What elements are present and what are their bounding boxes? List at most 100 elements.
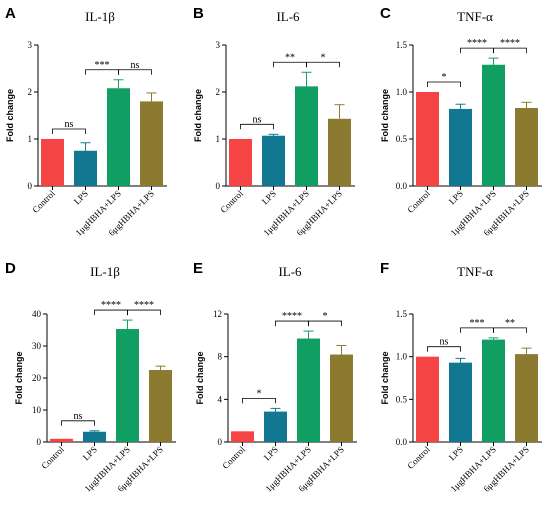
bar (264, 411, 287, 442)
category-label: LPS (447, 188, 465, 206)
bar (149, 370, 172, 442)
category-label: Control (30, 188, 57, 215)
y-tick-label: 20 (32, 373, 42, 383)
significance-bracket (240, 123, 274, 130)
panel-letter: E (193, 260, 203, 277)
category-label: Control (405, 188, 432, 215)
significance-bracket (308, 320, 342, 327)
category-label: Control (39, 444, 66, 471)
y-tick-label: 1.0 (396, 352, 408, 362)
panel-letter: A (5, 5, 16, 22)
y-tick-label: 0 (37, 437, 42, 447)
y-tick-label: 10 (32, 405, 42, 415)
significance-label: ns (440, 337, 449, 348)
y-tick-label: 8 (218, 352, 223, 362)
category-label: LPS (72, 188, 90, 206)
y-tick-label: 0.5 (396, 134, 408, 144)
bar (482, 339, 505, 442)
bar (295, 86, 318, 186)
category-label: Control (218, 188, 245, 215)
significance-bracket (127, 309, 161, 316)
y-tick-label: 3 (216, 40, 221, 50)
significance-label: * (257, 388, 262, 399)
y-tick-label: 40 (32, 309, 42, 319)
panel-letter: B (193, 5, 204, 22)
y-tick-label: 1 (28, 134, 33, 144)
bar (297, 338, 320, 442)
bar (229, 139, 252, 186)
significance-label: **** (134, 300, 154, 311)
significance-label: * (321, 52, 326, 63)
significance-bracket (493, 47, 527, 54)
bar (482, 64, 505, 186)
significance-bracket (61, 420, 95, 426)
significance-label: **** (500, 38, 520, 49)
significance-bracket (493, 327, 527, 333)
category-label: Control (220, 444, 247, 471)
bar (41, 139, 64, 186)
significance-bracket (118, 69, 152, 75)
significance-label: * (323, 311, 328, 322)
panel-title: IL-6 (278, 264, 302, 279)
panel-title: TNF-α (457, 264, 493, 279)
bar (449, 108, 472, 186)
category-label: LPS (262, 444, 280, 462)
significance-label: **** (282, 311, 302, 322)
y-tick-label: 2 (28, 87, 33, 97)
y-tick-label: 1.5 (396, 309, 408, 319)
significance-label: ** (505, 318, 515, 329)
y-tick-label: 1 (216, 134, 221, 144)
bar (515, 354, 538, 442)
bar (515, 107, 538, 186)
significance-label: ns (74, 411, 83, 422)
significance-bracket (427, 346, 461, 352)
panel-title: TNF-α (457, 9, 493, 24)
y-tick-label: 0 (216, 181, 221, 191)
significance-label: * (442, 72, 447, 83)
y-tick-label: 0.0 (396, 437, 408, 447)
y-tick-label: 3 (28, 40, 33, 50)
significance-bracket (52, 128, 86, 134)
y-axis-label: Fold change (195, 351, 205, 404)
bar (416, 92, 439, 186)
y-tick-label: 1.0 (396, 87, 408, 97)
y-axis-label: Fold change (5, 89, 15, 142)
category-label: LPS (447, 444, 465, 462)
y-axis-label: Fold change (193, 89, 203, 142)
panel-title: IL-6 (276, 9, 300, 24)
significance-label: ns (253, 114, 262, 125)
bar (107, 88, 130, 186)
y-axis-label: Fold change (380, 351, 390, 404)
y-tick-label: 0.5 (396, 394, 408, 404)
significance-label: ns (131, 60, 140, 71)
category-label: LPS (260, 188, 278, 206)
y-tick-label: 4 (218, 394, 223, 404)
significance-label: ns (65, 119, 74, 130)
bar (140, 101, 163, 186)
panel-letter: C (380, 5, 391, 22)
bar (231, 431, 254, 442)
y-axis-label: Fold change (14, 351, 24, 404)
bar (116, 329, 139, 442)
bar (262, 135, 285, 186)
bar (330, 354, 353, 442)
y-tick-label: 12 (213, 309, 222, 319)
significance-bracket (306, 61, 340, 68)
y-tick-label: 0 (28, 181, 33, 191)
bar (83, 431, 106, 442)
bar (74, 150, 97, 186)
significance-bracket (242, 398, 276, 404)
panel-title: IL-1β (85, 9, 115, 24)
significance-label: **** (101, 300, 121, 311)
panel-letter: F (380, 260, 389, 277)
bar (416, 356, 439, 442)
significance-label: **** (467, 38, 487, 49)
significance-label: *** (470, 318, 485, 329)
significance-bracket (427, 81, 461, 87)
bar (328, 118, 351, 186)
